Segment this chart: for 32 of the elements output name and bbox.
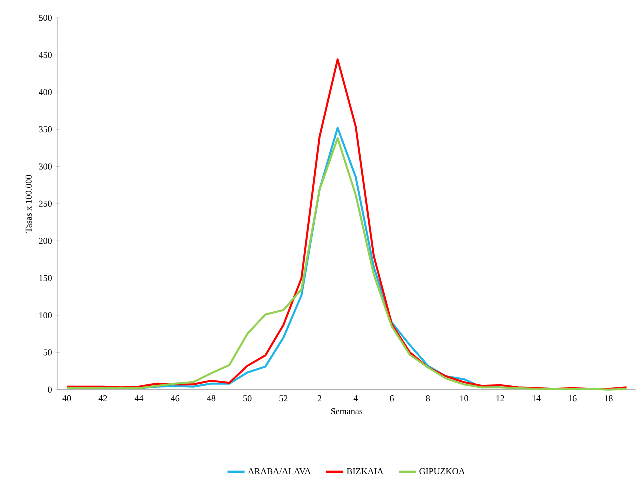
x-tick-label: 44	[134, 396, 144, 402]
x-tick-label: 40	[62, 396, 72, 402]
x-tick-label: 46	[171, 396, 180, 402]
y-tick-label: 250	[39, 200, 52, 208]
x-tick-label: 2	[318, 396, 322, 402]
y-tick-label: 500	[39, 15, 52, 22]
legend-label: BIZKAIA	[347, 468, 384, 474]
x-tick-label: 48	[207, 396, 216, 402]
y-tick-label: 300	[39, 164, 52, 170]
y-tick-label: 400	[39, 89, 52, 96]
y-tick-label: 0	[48, 386, 52, 393]
y-tick-label: 100	[40, 312, 52, 319]
y-tick-label: 450	[39, 52, 52, 58]
legend-label: ARABA/ALAVA	[248, 468, 312, 475]
y-axis-title: Tasas x 100.000	[26, 175, 32, 233]
y-tick-label: 350	[39, 126, 52, 133]
x-tick-label: 12	[496, 396, 504, 402]
x-tick-label: 10	[460, 396, 468, 402]
x-tick-label: 16	[568, 396, 577, 402]
x-tick-label: 52	[280, 396, 288, 402]
legend-label: GIPUZKOA	[420, 468, 466, 475]
x-tick-label: 42	[98, 396, 108, 402]
x-tick-label: 14	[532, 396, 541, 402]
x-tick-label: 8	[426, 396, 430, 402]
y-tick-label: 50	[44, 350, 52, 356]
x-tick-label: 4	[354, 396, 358, 402]
y-tick-label: 150	[40, 275, 52, 282]
y-tick-label: 200	[39, 238, 52, 244]
x-tick-label: 6	[390, 396, 394, 402]
x-tick-label: 18	[605, 396, 613, 402]
x-axis-title: Semanas	[332, 408, 363, 415]
x-tick-label: 50	[244, 396, 252, 402]
